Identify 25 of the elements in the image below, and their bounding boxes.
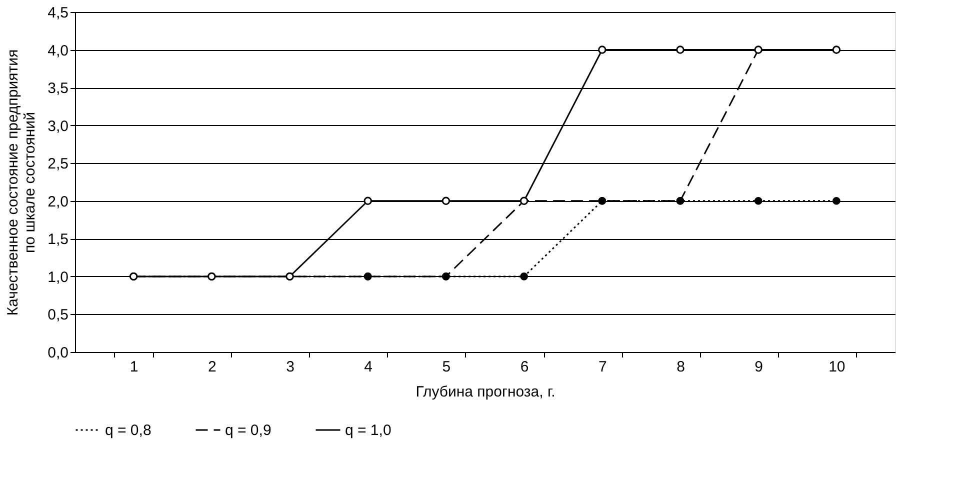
y-tick-label: 0,5 [48,306,68,324]
x-tick-label: 7 [598,358,607,376]
x-tick-label: 8 [676,358,685,376]
x-tick-label: 1 [130,358,138,376]
legend-label: q = 0,8 [105,422,152,439]
x-tick-label: 3 [286,358,294,376]
legend-label: q = 0,9 [225,422,272,439]
x-tick-label: 4 [364,358,373,376]
x-tick-label: 6 [520,358,529,376]
y-tick-label: 0,0 [48,344,68,362]
y-tick-label: 4,5 [48,4,68,22]
x-axis-title: Глубина прогноза, г. [416,384,556,400]
y-tick-label: 4,0 [48,42,68,60]
x-tick-label: 10 [828,358,846,376]
legend-label: q = 1,0 [345,422,392,439]
y-tick-label: 2,5 [48,156,68,173]
y-tick-label: 2,0 [48,193,68,210]
y-axis-title: Качественное состояние предприятия по шкале состояний [4,49,39,316]
x-tick-label: 9 [754,358,764,376]
y-tick-label: 1,0 [48,268,68,286]
x-tick-label: 5 [442,358,451,376]
y-tick-label: 3,5 [48,80,68,98]
y-tick-label: 1,5 [48,231,68,248]
y-tick-label: 3,0 [48,118,68,135]
x-tick-label: 2 [208,358,216,376]
